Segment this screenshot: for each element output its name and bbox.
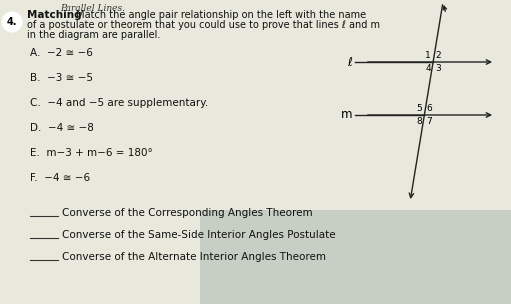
Text: Match the angle pair relationship on the left with the name: Match the angle pair relationship on the… — [73, 10, 366, 20]
Text: B.  −3 ≅ −5: B. −3 ≅ −5 — [30, 73, 93, 83]
Text: Parallel Lines.: Parallel Lines. — [60, 4, 125, 13]
Text: 4.: 4. — [7, 17, 17, 27]
Circle shape — [2, 12, 22, 32]
Text: Converse of the Same-Side Interior Angles Postulate: Converse of the Same-Side Interior Angle… — [62, 230, 336, 240]
Text: Matching: Matching — [27, 10, 82, 20]
Text: 6: 6 — [426, 104, 432, 113]
Text: D.  −4 ≅ −8: D. −4 ≅ −8 — [30, 123, 94, 133]
Text: Converse of the Alternate Interior Angles Theorem: Converse of the Alternate Interior Angle… — [62, 252, 326, 262]
Text: in the diagram are parallel.: in the diagram are parallel. — [27, 30, 160, 40]
Text: 5: 5 — [416, 104, 423, 113]
Text: 8: 8 — [416, 117, 423, 126]
Text: of a postulate or theorem that you could use to prove that lines ℓ and m: of a postulate or theorem that you could… — [27, 20, 380, 30]
Text: m: m — [340, 109, 352, 122]
Text: F.  −4 ≅ −6: F. −4 ≅ −6 — [30, 173, 90, 183]
Text: 7: 7 — [426, 117, 432, 126]
Text: ℓ: ℓ — [347, 56, 352, 68]
Text: 2: 2 — [435, 51, 440, 60]
Text: A.  −2 ≅ −6: A. −2 ≅ −6 — [30, 48, 93, 58]
Text: 3: 3 — [435, 64, 441, 73]
Text: E.  m−3 + m−6 = 180°: E. m−3 + m−6 = 180° — [30, 148, 153, 158]
Text: C.  −4 and −5 are supplementary.: C. −4 and −5 are supplementary. — [30, 98, 208, 108]
Bar — [200, 210, 511, 304]
Text: 1: 1 — [425, 51, 431, 60]
Text: 4: 4 — [426, 64, 431, 73]
Text: Converse of the Corresponding Angles Theorem: Converse of the Corresponding Angles The… — [62, 208, 313, 218]
